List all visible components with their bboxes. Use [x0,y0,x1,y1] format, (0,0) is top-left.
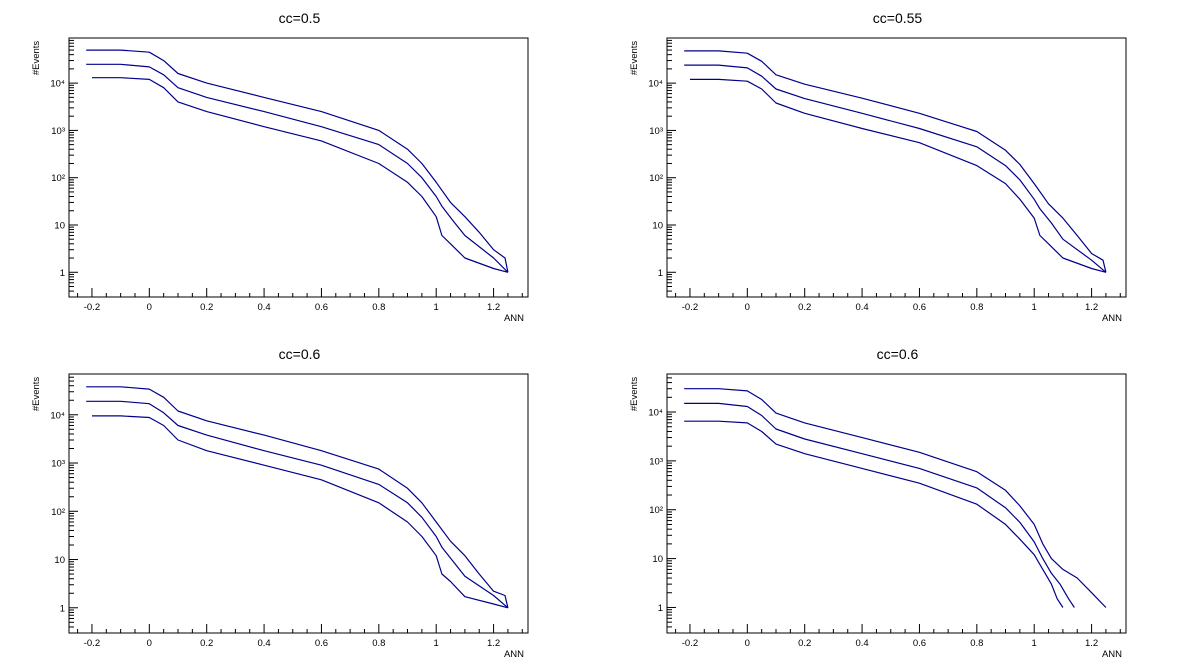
x-tick-label: 1 [434,302,439,313]
y-tick-label: 1 [658,268,663,279]
x-tick-label: 0.2 [798,638,811,649]
y-tick-label: 10 [54,220,65,231]
y-tick-label: 1 [60,268,65,279]
x-axis-label: ANN [504,313,524,324]
x-tick-label: 0.8 [970,302,983,313]
series-line-middle [684,64,1107,273]
y-tick-label: 10³ [51,126,65,137]
chart-panel-3: cc=0.6 -0.2 0 0.2 0.4 0.6 0.8 1 1.2 1 10 10² 10³ 10⁴ A… [31,346,529,660]
x-tick-label: 0.6 [913,638,926,649]
y-tick-label: 10² [649,505,663,516]
x-tick-label: 1.2 [487,302,500,313]
series-line-middle [86,63,509,273]
y-tick-label: 10⁴ [50,410,65,421]
chart-title: cc=0.6 [279,346,321,362]
x-tick-label: 0.4 [257,302,270,313]
x-tick-label: 0 [745,638,750,649]
x-tick-label: -0.2 [682,638,698,649]
y-tick-label: 10 [652,220,663,231]
x-axis-label: ANN [1102,649,1122,660]
y-tick-label: 10² [649,173,663,184]
y-tick-label: 10² [51,507,65,518]
x-tick-label: 0.8 [970,638,983,649]
y-tick-label: 1 [60,603,65,614]
x-tick-label: 0 [147,638,152,649]
y-tick-label: 10⁴ [648,79,663,90]
x-tick-label: 1 [1032,302,1037,313]
x-tick-label: 1 [1032,638,1037,649]
y-tick-label: 10³ [649,126,663,137]
x-tick-label: 1.2 [1085,638,1098,649]
chart-panel-4: cc=0.6 -0.2 0 0.2 0.4 0.6 0.8 1 1.2 1 10 10² 10³ 10⁴ A… [629,346,1127,660]
series-line-middle [86,400,509,609]
chart-title: cc=0.5 [279,10,321,26]
x-tick-label: 1 [434,638,439,649]
x-tick-label: 1.2 [1085,302,1098,313]
series-line-upper [684,50,1107,273]
y-tick-label: 10 [54,555,65,566]
series-line-lower [684,420,1064,608]
plot-frame [666,37,1127,298]
x-tick-label: 0.4 [855,638,868,649]
x-tick-label: 1.2 [487,638,500,649]
series-line-upper [684,388,1107,608]
y-axis-label: #Events [31,41,42,76]
series-line-lower [690,78,1107,273]
y-axis-label: #Events [629,41,640,76]
y-tick-label: 10³ [51,459,65,470]
series-line-lower [92,415,509,609]
x-tick-label: 0 [745,302,750,313]
series-line-lower [92,77,509,273]
x-tick-label: 0.8 [372,302,385,313]
y-tick-label: 10 [652,554,663,565]
series-line-upper [86,49,509,273]
y-tick-label: 10⁴ [648,408,663,419]
x-tick-label: 0 [147,302,152,313]
x-tick-label: 0.6 [315,638,328,649]
y-tick-label: 1 [658,603,663,614]
x-axis-label: ANN [504,649,524,660]
series-line-middle [684,402,1075,608]
plot-frame [666,373,1127,634]
chart-panel-1: cc=0.5 -0.2 0 0.2 0.4 0.6 0.8 1 1.2 1 10 10² 10³ 10⁴ A… [31,10,529,324]
y-tick-label: 10⁴ [50,79,65,90]
y-axis-label: #Events [31,377,42,412]
x-tick-label: 0.4 [855,302,868,313]
x-tick-label: -0.2 [682,302,698,313]
series-line-upper [86,386,509,608]
x-tick-label: 0.2 [200,638,213,649]
x-tick-label: 0.6 [315,302,328,313]
x-tick-label: 0.2 [200,302,213,313]
x-tick-label: 0.4 [257,638,270,649]
x-tick-label: -0.2 [84,302,100,313]
x-tick-label: 0.8 [372,638,385,649]
plot-frame [68,373,529,634]
chart-title: cc=0.55 [873,10,923,26]
y-axis-label: #Events [629,377,640,412]
x-axis-label: ANN [1102,313,1122,324]
x-tick-label: -0.2 [84,638,100,649]
chart-title: cc=0.6 [877,346,919,362]
plot-frame [68,37,529,298]
x-tick-label: 0.6 [913,302,926,313]
chart-panel-2: cc=0.55 -0.2 0 0.2 0.4 0.6 0.8 1 1.2 1 10 10² 10³ 10⁴… [629,10,1127,324]
x-tick-label: 0.2 [798,302,811,313]
y-tick-label: 10² [51,173,65,184]
y-tick-label: 10³ [649,456,663,467]
